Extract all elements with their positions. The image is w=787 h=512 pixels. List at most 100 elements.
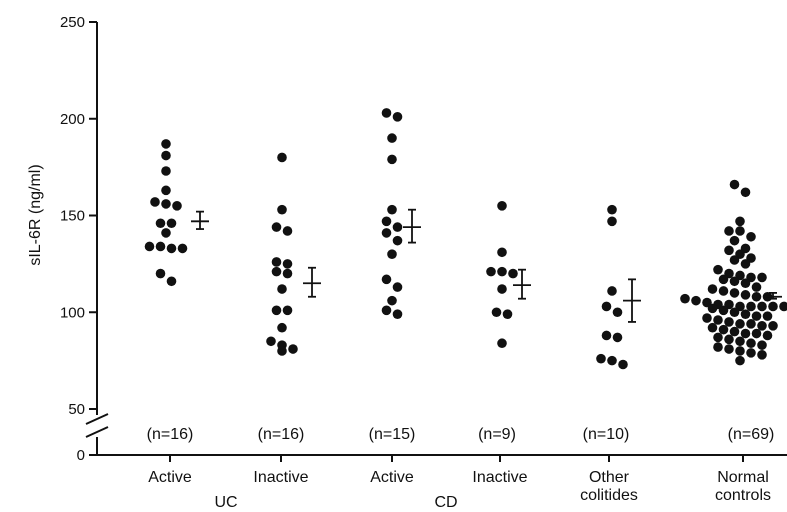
y-tick-label: 100 — [60, 304, 85, 321]
data-point — [508, 268, 518, 279]
data-point — [729, 307, 740, 318]
group-label-uc: UC — [214, 494, 237, 511]
data-point — [735, 319, 745, 329]
data-point — [751, 311, 762, 321]
data-point — [166, 218, 177, 229]
data-point — [746, 319, 756, 329]
data-point — [751, 282, 762, 292]
data-point — [735, 336, 745, 347]
data-point — [707, 322, 718, 333]
category-label: colitides — [580, 487, 638, 504]
data-point — [779, 301, 787, 312]
data-point — [497, 338, 507, 349]
data-point — [680, 293, 690, 304]
data-point — [387, 133, 397, 143]
category-label: Normal — [717, 469, 769, 486]
data-point — [718, 324, 729, 335]
y-tick-label: 0 — [77, 447, 85, 464]
data-point — [596, 353, 606, 364]
data-point — [266, 336, 276, 347]
data-point — [735, 355, 745, 366]
data-point — [691, 295, 701, 306]
data-point — [612, 307, 623, 318]
data-point — [757, 320, 767, 331]
data-point — [713, 264, 723, 275]
data-point — [161, 228, 171, 238]
data-point — [746, 348, 756, 358]
data-point — [282, 268, 293, 279]
data-point — [762, 330, 773, 341]
data-point — [381, 274, 392, 285]
data-point — [724, 226, 734, 236]
data-point — [166, 243, 177, 254]
data-point — [277, 152, 287, 163]
data-point — [729, 235, 740, 246]
data-point — [277, 346, 287, 356]
data-point — [729, 276, 740, 287]
data-point — [502, 309, 513, 319]
data-point — [724, 344, 734, 354]
data-point — [282, 305, 293, 316]
data-point — [607, 216, 617, 227]
data-point — [762, 311, 773, 321]
data-point — [497, 266, 507, 277]
data-point — [271, 257, 282, 267]
data-point — [392, 235, 403, 246]
data-point — [288, 344, 298, 354]
category-label: Other — [589, 469, 630, 486]
data-point — [172, 201, 182, 211]
data-point — [277, 204, 287, 215]
n-label: (n=16) — [258, 426, 305, 443]
data-point — [601, 330, 612, 341]
data-point — [161, 185, 171, 196]
y-tick-label: 250 — [60, 14, 85, 31]
data-point — [740, 309, 751, 319]
data-point — [497, 284, 507, 294]
data-point — [392, 282, 403, 292]
data-point — [387, 295, 397, 306]
data-point — [724, 317, 734, 327]
data-point — [277, 284, 287, 294]
data-point — [735, 216, 745, 227]
n-label: (n=10) — [583, 426, 630, 443]
data-point — [177, 243, 188, 254]
data-point — [612, 332, 623, 343]
data-point — [751, 328, 762, 339]
data-point — [607, 355, 617, 366]
data-point — [707, 284, 718, 294]
category-label: Active — [370, 469, 414, 486]
data-point — [746, 231, 756, 242]
n-label: (n=9) — [478, 426, 516, 443]
data-point — [392, 309, 403, 319]
data-point — [757, 301, 767, 312]
data-point — [729, 255, 740, 265]
data-point — [729, 326, 740, 337]
data-point — [757, 350, 767, 360]
axis-break-mark — [85, 426, 109, 438]
data-point — [735, 346, 745, 356]
category-label: Active — [148, 469, 192, 486]
data-point — [277, 322, 287, 333]
group-label-cd: CD — [434, 494, 457, 511]
data-point — [497, 201, 507, 211]
data-point — [724, 334, 734, 345]
data-point — [282, 226, 293, 236]
data-point — [751, 291, 762, 302]
data-point — [282, 259, 293, 269]
data-point — [387, 204, 397, 215]
y-tick-label: 150 — [60, 208, 85, 225]
y-axis-title: sIL-6R (ng/ml) — [27, 164, 44, 265]
data-point — [740, 328, 751, 339]
data-point — [768, 301, 778, 312]
data-point — [724, 245, 734, 256]
data-point — [601, 301, 612, 312]
data-point — [718, 305, 729, 316]
data-point — [271, 266, 282, 277]
data-point — [746, 338, 756, 349]
category-label: Inactive — [253, 469, 308, 486]
category-label: controls — [715, 487, 771, 504]
data-point — [740, 187, 751, 198]
data-point — [271, 222, 282, 232]
data-point — [161, 139, 171, 149]
y-tick-label: 200 — [60, 111, 85, 128]
